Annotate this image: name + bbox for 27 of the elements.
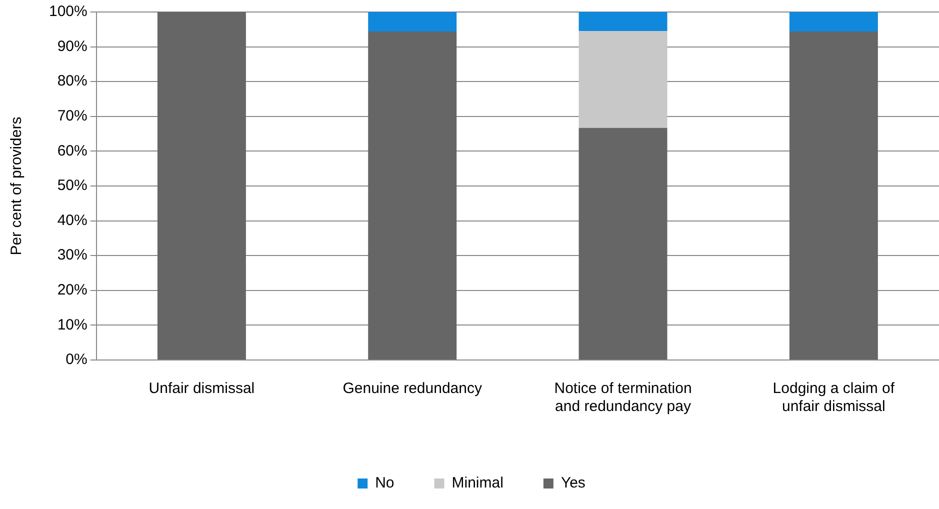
bar bbox=[578, 128, 668, 360]
legend-label: Minimal bbox=[452, 474, 504, 492]
y-tick-label: 90% bbox=[57, 38, 88, 55]
y-tick-label: 50% bbox=[57, 177, 88, 194]
bar bbox=[578, 12, 668, 32]
y-tick-label: 100% bbox=[48, 3, 88, 20]
bar bbox=[789, 31, 878, 360]
y-tick-label: 70% bbox=[57, 108, 88, 125]
bar bbox=[368, 12, 457, 32]
y-tick-label: 20% bbox=[57, 282, 88, 299]
y-tick-label: 80% bbox=[57, 72, 88, 90]
legend-label: Yes bbox=[560, 474, 586, 492]
y-tick-label: 40% bbox=[57, 212, 88, 229]
x-tick-label: Genuine redundancy bbox=[342, 380, 482, 398]
y-tick-label: 60% bbox=[57, 142, 88, 160]
y-tick-label: 30% bbox=[57, 246, 88, 264]
y-tick-label: 0% bbox=[66, 351, 88, 368]
legend-label: No bbox=[375, 474, 394, 492]
y-tick-label: 10% bbox=[57, 316, 88, 334]
x-tick-label: Lodging a claim of unfair dismissal bbox=[772, 380, 896, 416]
bar bbox=[368, 31, 457, 360]
x-tick-label: Notice of termination and redundancy pay bbox=[554, 380, 692, 416]
bar bbox=[157, 12, 246, 360]
bar bbox=[789, 12, 878, 32]
bar bbox=[578, 31, 668, 128]
x-tick-label: Unfair dismissal bbox=[148, 380, 255, 398]
y-axis-title: Per cent of providers bbox=[8, 116, 26, 256]
